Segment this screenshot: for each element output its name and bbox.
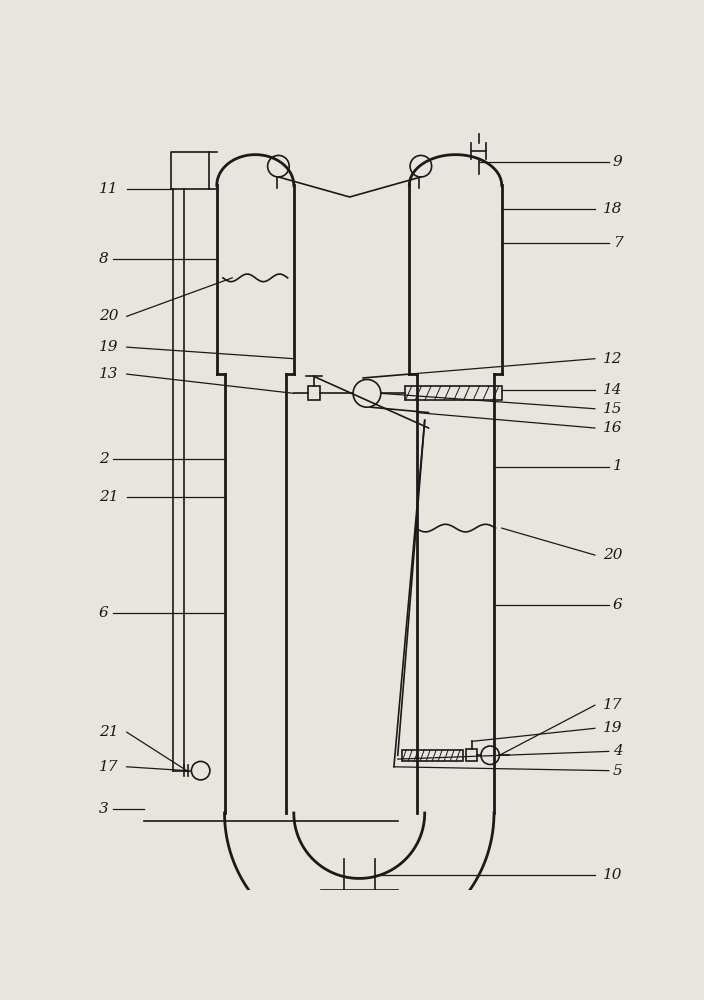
Text: 3: 3 [99, 802, 108, 816]
Text: 13: 13 [99, 367, 118, 381]
Text: 20: 20 [603, 548, 622, 562]
Text: 4: 4 [613, 744, 622, 758]
Text: 12: 12 [603, 352, 622, 366]
Text: 6: 6 [613, 598, 622, 612]
Text: 14: 14 [603, 382, 622, 396]
Bar [466, 749, 477, 761]
Text: 17: 17 [99, 760, 118, 774]
Bar [308, 386, 320, 400]
Text: 2: 2 [99, 452, 108, 466]
Text: 20: 20 [99, 309, 118, 323]
Text: 21: 21 [99, 490, 118, 504]
Text: 10: 10 [603, 868, 622, 882]
Text: 7: 7 [613, 236, 622, 250]
Text: 9: 9 [613, 155, 622, 169]
Text: 11: 11 [99, 182, 118, 196]
Text: 5: 5 [613, 764, 622, 778]
Text: 6: 6 [99, 606, 108, 620]
Text: 19: 19 [99, 340, 118, 354]
Text: 19: 19 [603, 721, 622, 735]
Text: 16: 16 [603, 421, 622, 435]
Text: 1: 1 [613, 460, 622, 474]
Text: 8: 8 [99, 252, 108, 266]
Text: 21: 21 [99, 725, 118, 739]
Text: 18: 18 [603, 202, 622, 216]
Text: 17: 17 [603, 698, 622, 712]
Bar [406, 386, 502, 400]
Text: 15: 15 [603, 402, 622, 416]
Bar [401, 750, 463, 761]
